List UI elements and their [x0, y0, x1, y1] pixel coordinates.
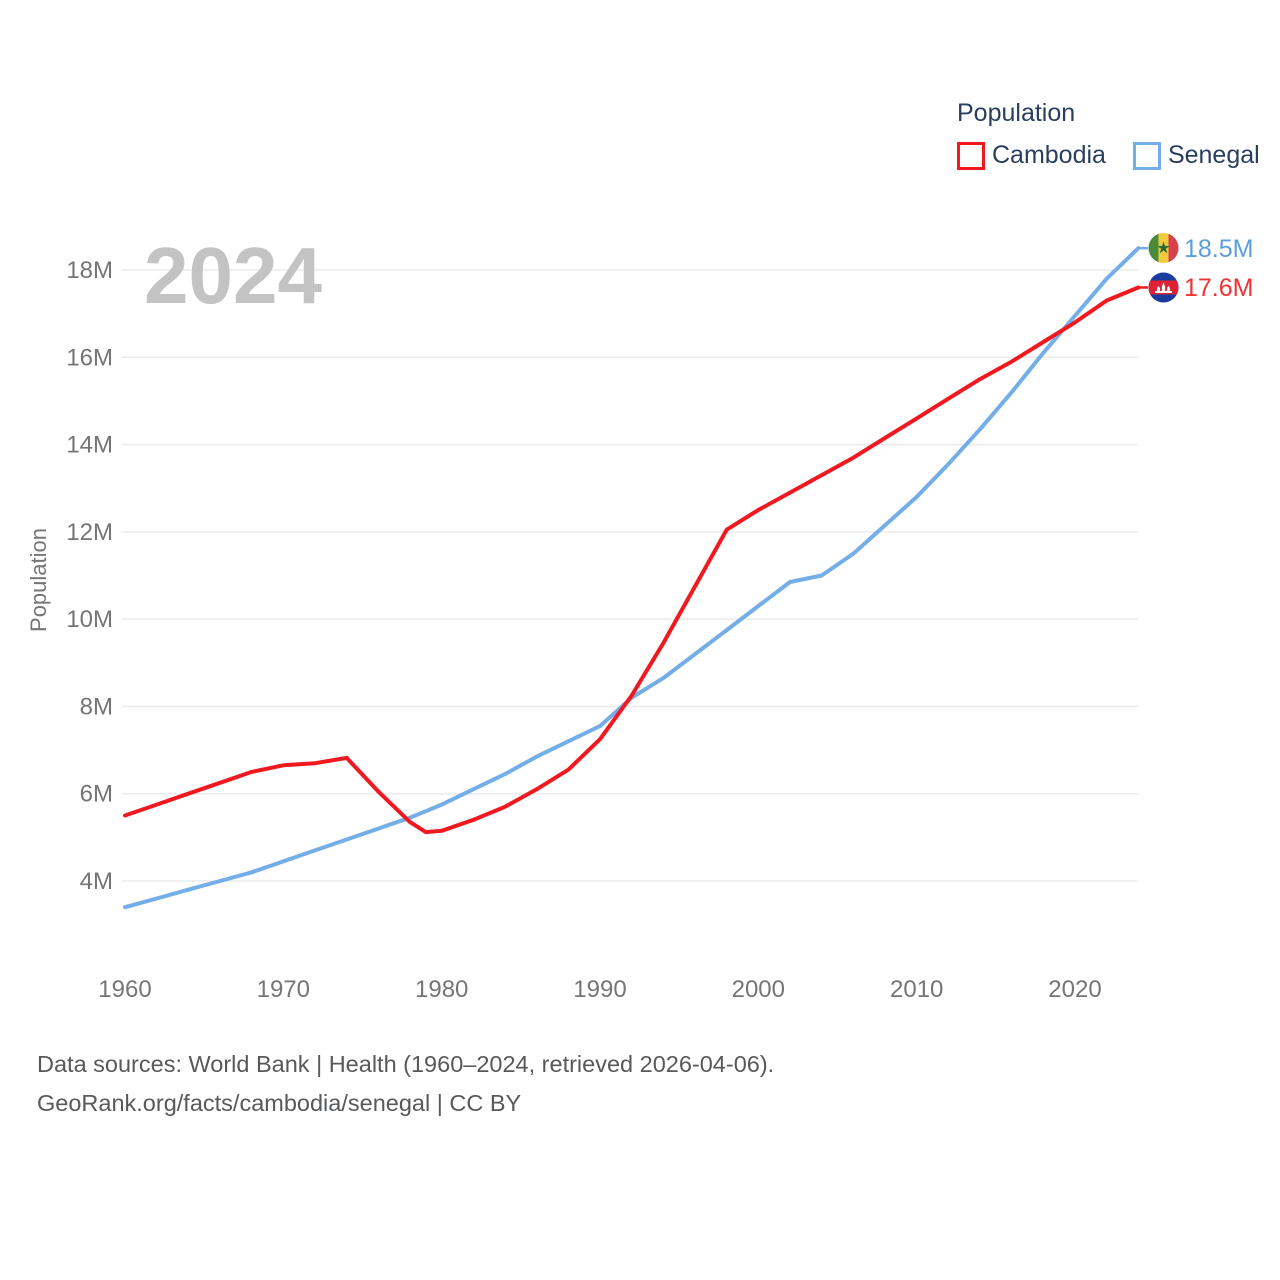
y-axis-ticks: 4M 6M 8M 10M 12M 14M 16M 18M — [66, 257, 113, 895]
cambodia-flag-icon — [1148, 272, 1179, 303]
data-source-footer: Data sources: World Bank | Health (1960–… — [37, 1045, 774, 1123]
year-watermark: 2024 — [144, 231, 322, 320]
legend: Population Cambodia Senegal — [957, 99, 1260, 170]
footer-line1: Data sources: World Bank | Health (1960–… — [37, 1051, 775, 1077]
x-tick-label: 2010 — [890, 976, 943, 1003]
gridlines — [122, 269, 1138, 882]
legend-item-senegal[interactable]: Senegal — [1167, 141, 1260, 169]
y-tick-label: 10M — [66, 606, 113, 633]
y-tick-label: 6M — [80, 781, 113, 808]
y-tick-label: 8M — [80, 693, 113, 720]
legend-row: Cambodia Senegal — [957, 141, 1260, 170]
y-axis-title: Population — [26, 528, 51, 632]
x-tick-label: 2000 — [732, 976, 785, 1003]
senegal-end-value: 18.5M — [1184, 235, 1253, 263]
legend-item-cambodia[interactable]: Cambodia — [992, 141, 1106, 169]
x-tick-label: 1960 — [98, 976, 151, 1003]
x-tick-label: 1980 — [415, 976, 468, 1003]
cambodia-line — [123, 285, 1141, 835]
x-axis-ticks: 1960 1970 1980 1990 2000 2010 2020 — [98, 976, 1101, 1003]
legend-swatch-senegal[interactable] — [1132, 141, 1161, 170]
series-lines — [123, 246, 1148, 910]
x-tick-label: 1990 — [573, 976, 626, 1003]
cambodia-end-value: 17.6M — [1184, 274, 1253, 302]
y-tick-label: 4M — [80, 868, 113, 895]
legend-swatch-cambodia[interactable] — [957, 141, 985, 170]
footer-line2: GeoRank.org/facts/cambodia/senegal | CC … — [37, 1090, 522, 1116]
x-tick-label: 1970 — [257, 976, 310, 1003]
y-tick-label: 12M — [66, 519, 113, 546]
x-tick-label: 2020 — [1048, 976, 1101, 1003]
senegal-line — [123, 246, 1141, 910]
legend-title: Population — [957, 99, 1076, 127]
y-tick-label: 14M — [66, 432, 113, 459]
y-tick-label: 18M — [66, 257, 113, 284]
y-tick-label: 16M — [66, 344, 113, 371]
senegal-flag-icon — [1148, 233, 1179, 263]
